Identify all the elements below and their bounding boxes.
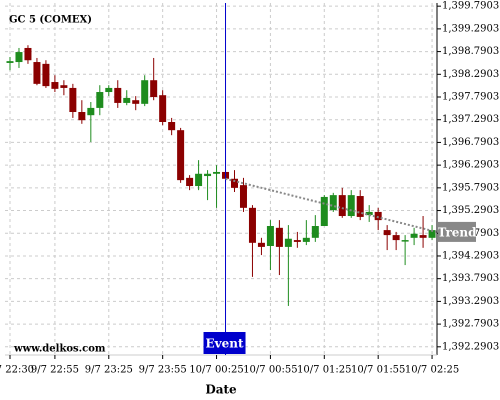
y-tick-label: 1,392.2903: [442, 341, 499, 352]
candle-body: [195, 173, 203, 187]
x-tick-label: 10/7 01:55: [351, 365, 405, 376]
candle-body: [123, 97, 131, 103]
candle-body: [320, 196, 328, 227]
event-box: [203, 332, 246, 354]
candle-body: [347, 195, 355, 217]
candle-body: [51, 82, 59, 89]
candle-body: [302, 237, 310, 242]
candle-body: [105, 87, 113, 93]
candle-body: [177, 130, 185, 181]
candle-body: [401, 240, 409, 242]
y-tick-label: 1,393.7903: [442, 273, 499, 284]
x-tick-label: 10/7 02:25: [405, 365, 459, 376]
candle-body: [78, 112, 86, 121]
candle-body: [266, 226, 274, 246]
candle-body: [204, 173, 212, 177]
candle-body: [96, 92, 104, 108]
y-tick-label: 1,399.2903: [442, 23, 499, 34]
candle-body: [141, 80, 149, 104]
y-tick-label: 1,393.2903: [442, 296, 499, 307]
candle-body: [383, 230, 391, 236]
candle-body: [374, 211, 382, 221]
candle-body: [257, 242, 265, 247]
candle-body: [392, 235, 400, 241]
trend-box: [438, 221, 476, 242]
x-tick-label: 9/7 22:55: [31, 365, 79, 376]
candle-body: [114, 87, 122, 103]
candle-body: [186, 177, 194, 187]
y-tick-label: 1,395.2903: [442, 205, 499, 216]
candle-body: [168, 121, 176, 131]
candle-body: [159, 95, 167, 122]
y-tick-label: 1,394.2903: [442, 250, 499, 261]
watermark: www.delkos.com: [13, 344, 106, 355]
y-tick-label: 1,397.7903: [442, 92, 499, 103]
x-tick-label: 10/7 00:25: [189, 365, 243, 376]
x-tick-label: 10/7 00:55: [243, 365, 297, 376]
y-tick-label: 1,398.2903: [442, 69, 499, 80]
candle-body: [293, 240, 301, 242]
candle-body: [24, 47, 32, 61]
candle-body: [275, 227, 283, 247]
candle-body: [132, 100, 140, 104]
candle-body: [329, 195, 337, 211]
candle-body: [231, 178, 238, 188]
candle-body: [150, 80, 158, 98]
candle-body: [356, 196, 364, 217]
x-tick-label: 9/7 22:30: [0, 365, 34, 376]
y-tick-label: 1,396.2903: [442, 160, 499, 171]
candle-body: [284, 238, 292, 247]
candle-body: [33, 62, 41, 84]
candle-body: [428, 230, 436, 238]
candle-body: [410, 233, 418, 238]
trend-line: [225, 177, 437, 233]
y-tick-label: 1,392.7903: [442, 319, 499, 330]
candle-body: [248, 207, 256, 243]
x-axis-label: Date: [205, 383, 237, 397]
candle-body: [6, 61, 14, 63]
candle-body: [239, 185, 247, 208]
y-tick-label: 1,398.7903: [442, 46, 499, 57]
candle-body: [338, 195, 346, 217]
x-tick-label: 9/7 23:55: [139, 365, 187, 376]
event-label: Event: [206, 337, 244, 351]
candle-body: [213, 171, 221, 174]
y-tick-label: 1,396.7903: [442, 137, 499, 148]
plot: [6, 45, 436, 306]
candle-body: [60, 85, 68, 88]
candle-body: [87, 107, 95, 116]
y-tick-label: 1,397.2903: [442, 114, 499, 125]
candle-body: [365, 211, 373, 216]
candle-body: [15, 52, 23, 63]
trend-label: Trend: [437, 225, 477, 239]
chart-title: GC 5 (COMEX): [9, 15, 92, 26]
candle-body: [42, 63, 50, 87]
x-tick-label: 10/7 01:25: [297, 365, 351, 376]
candle-body: [69, 87, 77, 113]
x-tick-label: 9/7 23:25: [85, 365, 133, 376]
y-tick-label: 1,395.7903: [442, 182, 499, 193]
candle-body: [419, 235, 427, 238]
candle-body: [311, 226, 319, 238]
y-tick-label: 1,399.7903: [442, 1, 499, 12]
